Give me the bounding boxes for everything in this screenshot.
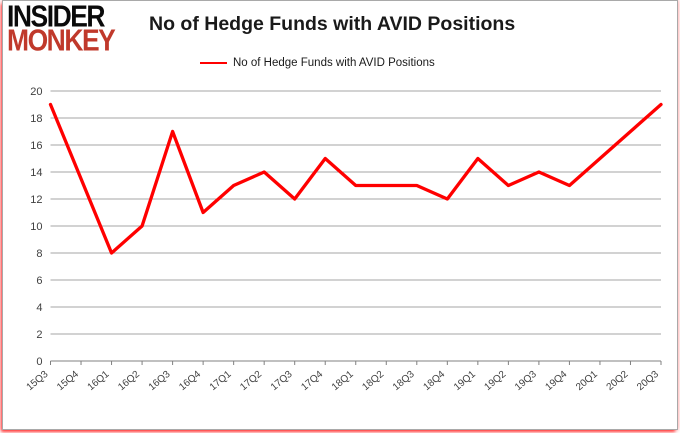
svg-text:18Q1: 18Q1: [330, 369, 356, 393]
svg-text:18Q2: 18Q2: [360, 369, 386, 393]
svg-text:16Q3: 16Q3: [147, 369, 173, 393]
svg-text:14: 14: [30, 167, 42, 179]
svg-text:18: 18: [30, 113, 42, 125]
svg-text:4: 4: [36, 302, 42, 314]
svg-text:8: 8: [36, 248, 42, 260]
svg-text:17Q1: 17Q1: [208, 369, 234, 393]
svg-text:15Q4: 15Q4: [55, 369, 81, 393]
svg-text:16: 16: [30, 140, 42, 152]
svg-text:19Q1: 19Q1: [452, 369, 478, 393]
svg-text:20Q1: 20Q1: [574, 369, 600, 393]
svg-text:18Q4: 18Q4: [421, 369, 447, 393]
svg-text:2: 2: [36, 329, 42, 341]
svg-text:20Q2: 20Q2: [605, 369, 631, 393]
svg-text:16Q4: 16Q4: [177, 369, 203, 393]
svg-text:19Q3: 19Q3: [513, 369, 539, 393]
svg-text:17Q4: 17Q4: [299, 369, 325, 393]
svg-text:12: 12: [30, 194, 42, 206]
svg-text:0: 0: [36, 356, 42, 368]
svg-text:17Q2: 17Q2: [238, 369, 264, 393]
svg-text:16Q2: 16Q2: [116, 369, 142, 393]
svg-text:20Q3: 20Q3: [635, 369, 661, 393]
svg-text:19Q4: 19Q4: [544, 369, 570, 393]
svg-text:15Q3: 15Q3: [25, 369, 51, 393]
svg-text:6: 6: [36, 275, 42, 287]
svg-text:10: 10: [30, 221, 42, 233]
svg-text:16Q1: 16Q1: [86, 369, 112, 393]
svg-text:18Q3: 18Q3: [391, 369, 417, 393]
svg-text:20: 20: [30, 86, 42, 98]
svg-text:17Q3: 17Q3: [269, 369, 295, 393]
svg-text:19Q2: 19Q2: [482, 369, 508, 393]
